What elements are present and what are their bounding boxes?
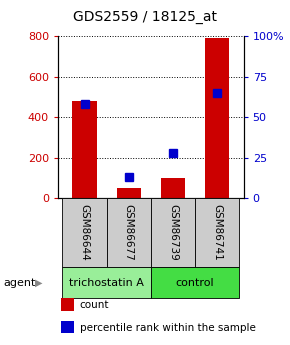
Bar: [161, 178, 185, 198]
Text: GDS2559 / 18125_at: GDS2559 / 18125_at: [73, 10, 217, 24]
Bar: [72, 101, 97, 198]
Text: agent: agent: [3, 278, 35, 287]
Bar: [62, 198, 107, 267]
Text: GSM86644: GSM86644: [79, 205, 90, 261]
Text: trichostatin A: trichostatin A: [69, 278, 144, 287]
Text: GSM86741: GSM86741: [212, 205, 222, 261]
Text: percentile rank within the sample: percentile rank within the sample: [80, 323, 255, 333]
Text: ▶: ▶: [35, 278, 43, 287]
Bar: [195, 198, 239, 267]
Text: GSM86677: GSM86677: [124, 205, 134, 261]
Bar: [151, 267, 239, 298]
Bar: [117, 188, 141, 198]
Text: control: control: [176, 278, 214, 287]
Bar: [205, 38, 229, 198]
Bar: [62, 267, 151, 298]
Text: GSM86739: GSM86739: [168, 205, 178, 261]
Bar: [107, 198, 151, 267]
Bar: [151, 198, 195, 267]
Text: count: count: [80, 300, 109, 310]
